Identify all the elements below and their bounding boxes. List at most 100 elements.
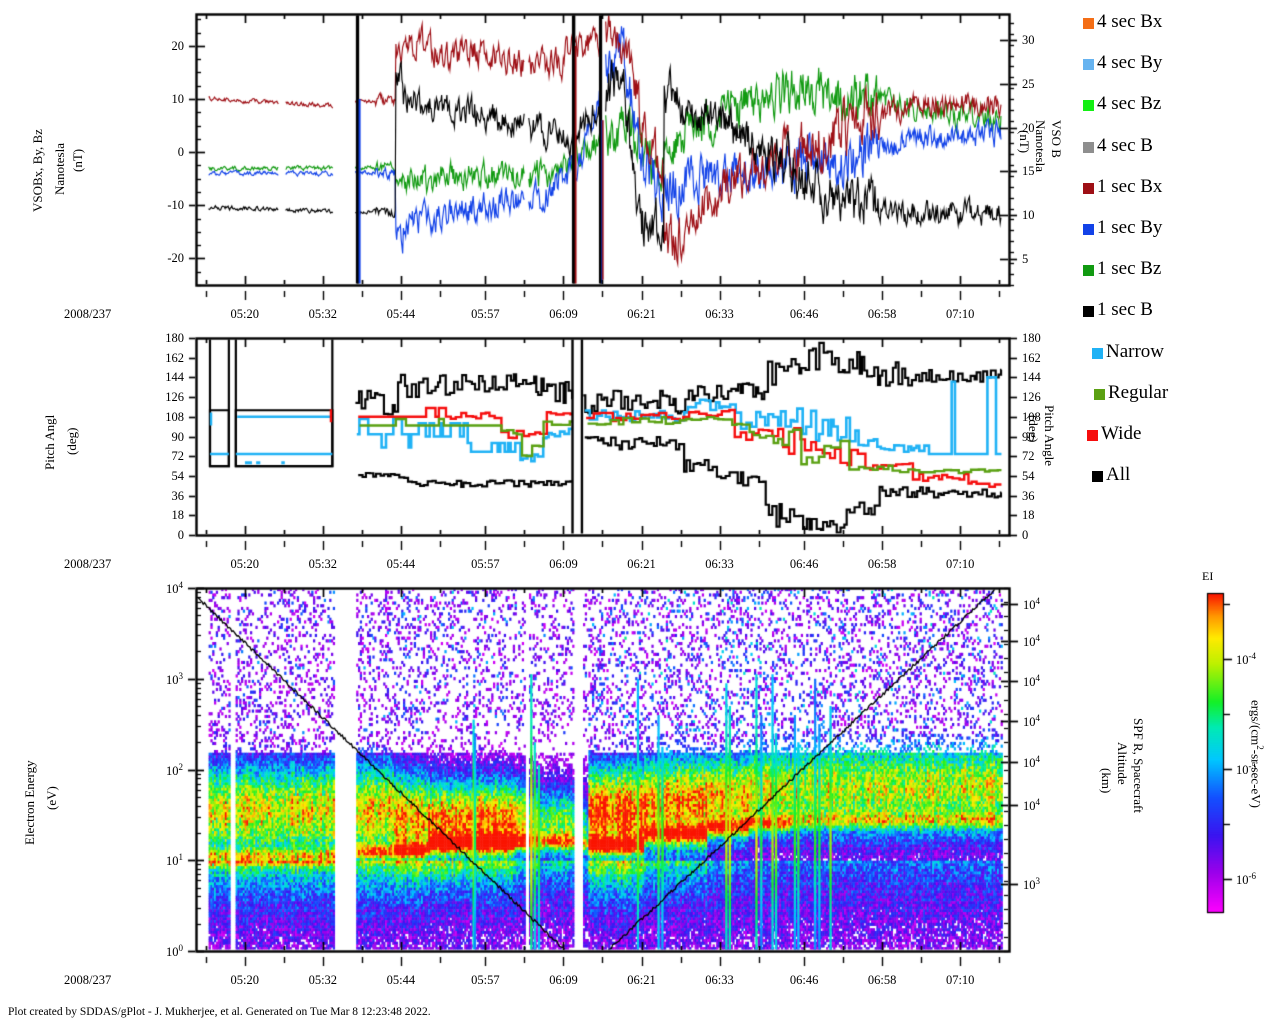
legend-item: 1 sec B — [1078, 300, 1278, 341]
y-tick-label: 72 — [171, 448, 185, 463]
x-tick-label: 06:09 — [549, 307, 578, 321]
x-tick-label: 05:44 — [386, 973, 416, 987]
panel3-y-title-2: (eV) — [44, 786, 59, 810]
date-label: 2008/237 — [64, 557, 112, 571]
x-tick-label: 05:57 — [471, 307, 500, 321]
legend-label: Narrow — [1106, 340, 1165, 362]
legend-item: 4 sec By — [1078, 53, 1278, 94]
panel1-y-title-3: (nT) — [70, 148, 85, 172]
y2-tick-label: 104 — [1023, 672, 1040, 689]
legend-label: 4 sec B — [1097, 134, 1153, 156]
footer-credit: Plot created by SDDAS/gPlot - J. Mukherj… — [8, 1006, 431, 1018]
legend-label: 4 sec By — [1097, 52, 1163, 74]
y-tick-label: 0 — [177, 527, 184, 542]
legend-swatch — [1083, 223, 1094, 235]
y-tick-label: 100 — [166, 942, 183, 959]
y2-tick-label: 90 — [1022, 429, 1035, 444]
y-tick-label: 20 — [171, 38, 185, 53]
y2-tick-label: 10 — [1022, 207, 1035, 222]
y2-tick-label: 108 — [1022, 409, 1041, 424]
panel2-y-title-2: (deg) — [64, 427, 79, 455]
panel1-y2-title: VSO B — [1049, 120, 1064, 158]
x-tick-label: 06:09 — [549, 973, 578, 987]
panel1-y-title-2: Nanotesla — [52, 143, 67, 195]
x-tick-label: 06:21 — [627, 557, 656, 571]
y-tick-label: 144 — [165, 369, 184, 384]
x-tick-label: 06:58 — [867, 307, 897, 321]
y2-tick-label: 162 — [1022, 350, 1041, 365]
x-tick-label: 06:33 — [705, 557, 734, 571]
x-tick-label: 06:46 — [789, 557, 819, 571]
y-tick-label: -20 — [167, 250, 184, 265]
legend: 4 sec Bx 4 sec By 4 sec Bz 4 sec B 1 sec Bx 1… — [1078, 12, 1278, 506]
legend-label: 1 sec By — [1097, 216, 1163, 238]
y-tick-label: 180 — [165, 330, 184, 345]
legend-label: 1 sec Bx — [1097, 175, 1163, 197]
panel3-y-title: Electron Energy — [22, 760, 37, 845]
y-tick-label: 126 — [165, 389, 184, 404]
legend-swatch — [1083, 182, 1094, 194]
x-tick-label: 06:21 — [627, 973, 656, 987]
y2-tick-label: 0 — [1022, 527, 1029, 542]
legend-swatch — [1083, 141, 1094, 153]
x-tick-label: 06:21 — [627, 307, 656, 321]
x-tick-label: 05:44 — [386, 307, 416, 321]
legend-item: Wide — [1078, 424, 1278, 465]
colorbar-title: EI — [1202, 569, 1214, 583]
panel1-y-title: VSOBx, By, Bz — [30, 129, 45, 212]
y2-tick-label: 104 — [1023, 595, 1040, 612]
date-label: 2008/237 — [64, 307, 112, 321]
colorbar-tick-label: 10-6 — [1236, 870, 1256, 887]
y-tick-label: 103 — [166, 670, 183, 687]
y-tick-label: 10 — [171, 91, 185, 106]
legend-swatch — [1083, 59, 1094, 71]
y-tick-label: 101 — [166, 851, 183, 868]
y2-tick-label: 126 — [1022, 389, 1041, 404]
y-tick-label: 162 — [165, 350, 184, 365]
legend-item: 1 sec By — [1078, 218, 1278, 259]
date-label: 2008/237 — [64, 973, 112, 987]
x-tick-label: 05:20 — [230, 557, 260, 571]
legend-item: 4 sec Bx — [1078, 12, 1278, 53]
y2-tick-label: 144 — [1022, 369, 1041, 384]
y2-tick-label: 104 — [1023, 632, 1040, 649]
legend-label: 1 sec B — [1097, 299, 1153, 321]
y2-tick-label: 103 — [1023, 875, 1040, 892]
panel1-y2-title-3: (nT) — [1017, 130, 1032, 154]
x-tick-label: 06:33 — [705, 307, 734, 321]
legend-swatch — [1083, 18, 1094, 29]
x-tick-label: 06:09 — [549, 557, 578, 571]
panel1-y2-title-2: Nanotesla — [1033, 120, 1048, 172]
legend-item: All — [1078, 465, 1278, 506]
legend-label: 1 sec Bz — [1097, 258, 1162, 280]
x-tick-label: 06:46 — [789, 973, 819, 987]
colorbar-tick-label: 10-4 — [1236, 650, 1256, 667]
x-tick-label: 05:20 — [230, 973, 260, 987]
y2-tick-label: 25 — [1022, 76, 1035, 91]
legend-swatch — [1083, 100, 1094, 112]
panel3-y2-title-2: Altitude — [1115, 742, 1130, 785]
y-tick-label: -10 — [167, 197, 184, 212]
panel3-y2-title: SPF R, Spacecraft — [1131, 718, 1146, 813]
legend-swatch — [1083, 306, 1094, 318]
legend-item: 4 sec Bz — [1078, 94, 1278, 135]
colorbar-units-label: ergs/(cm2-sr-sec-eV) — [1248, 700, 1265, 808]
x-tick-label: 07:10 — [945, 557, 975, 571]
legend-label: 4 sec Bz — [1097, 93, 1162, 115]
x-tick-label: 05:32 — [308, 973, 338, 987]
y2-tick-label: 72 — [1022, 448, 1035, 463]
colorbar-tick-label: 10-5 — [1236, 760, 1256, 777]
y2-tick-label: 54 — [1022, 468, 1035, 483]
x-tick-label: 05:32 — [308, 557, 338, 571]
y2-tick-label: 104 — [1023, 753, 1040, 770]
legend-swatch — [1092, 347, 1103, 359]
x-tick-label: 05:57 — [471, 557, 500, 571]
legend-label: Regular — [1108, 381, 1169, 403]
y-tick-label: 102 — [166, 761, 183, 778]
legend-swatch — [1094, 388, 1105, 400]
y-tick-label: 104 — [166, 579, 183, 596]
panel2-y2-title-2: (deg) — [1026, 415, 1041, 443]
x-tick-label: 06:58 — [867, 557, 897, 571]
y2-tick-label: 104 — [1023, 796, 1040, 813]
